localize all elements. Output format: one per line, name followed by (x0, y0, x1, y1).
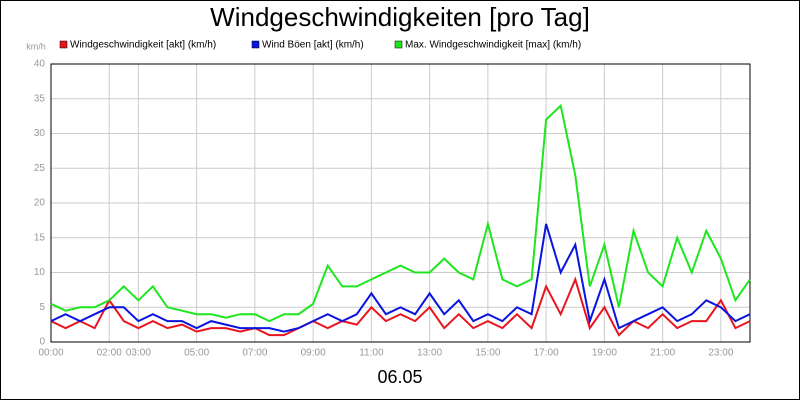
x-tick-label: 21:00 (650, 348, 675, 359)
x-tick-label: 23:00 (708, 348, 733, 359)
x-tick-label: 19:00 (592, 348, 617, 359)
y-tick-label: 35 (34, 93, 46, 104)
chart-title: Windgeschwindigkeiten [pro Tag] (210, 2, 590, 32)
x-tick-label: 02:00 (97, 348, 122, 359)
y-tick-label: 25 (34, 163, 46, 174)
x-tick-label: 17:00 (534, 348, 559, 359)
y-tick-label: 15 (34, 232, 46, 243)
x-tick-label: 00:00 (38, 348, 63, 359)
y-tick-label: 5 (39, 302, 45, 313)
x-tick-label: 11:00 (359, 348, 384, 359)
series-line (50, 223, 751, 333)
y-tick-label: 0 (39, 337, 45, 348)
series-line (50, 103, 751, 323)
legend-label: Wind Böen [akt] (km/h) (262, 40, 364, 51)
legend-swatch (394, 40, 403, 49)
x-tick-label: 05:00 (184, 348, 209, 359)
y-unit: km/h (26, 41, 46, 51)
legend-label: Max. Windgeschwindigkeit [max] (km/h) (405, 40, 581, 51)
plot-border (50, 63, 751, 343)
x-tick-label: 03:00 (126, 348, 151, 359)
y-tick-label: 20 (34, 198, 46, 209)
legend-swatch (59, 40, 68, 49)
x-tick-label: 07:00 (242, 348, 267, 359)
y-tick-label: 10 (34, 267, 46, 278)
x-axis-label: 06.05 (377, 367, 422, 387)
x-tick-label: 15:00 (475, 348, 500, 359)
x-tick-label: 13:00 (417, 348, 442, 359)
y-tick-label: 40 (34, 59, 46, 70)
y-tick-label: 30 (34, 128, 46, 139)
legend-swatch (251, 40, 260, 49)
x-tick-label: 09:00 (301, 348, 326, 359)
legend-label: Windgeschwindigkeit [akt] (km/h) (70, 40, 216, 51)
